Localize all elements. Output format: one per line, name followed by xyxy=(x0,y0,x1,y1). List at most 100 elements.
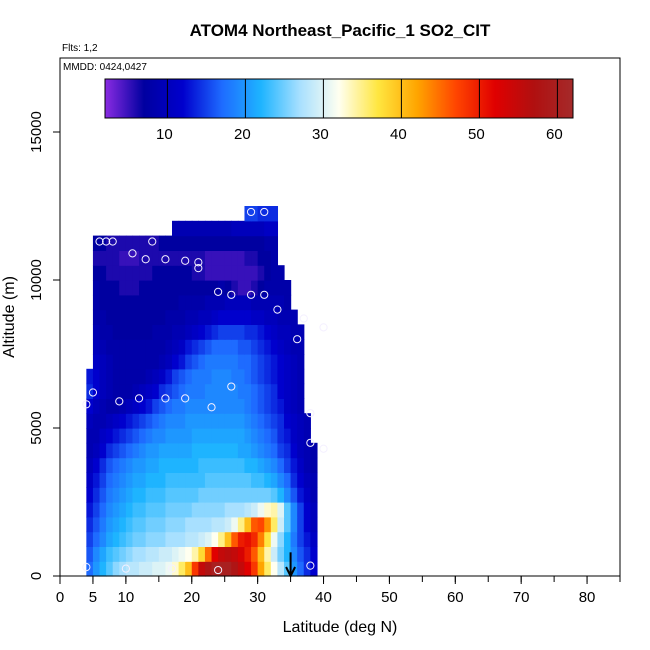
heatmap-cell xyxy=(237,309,246,325)
heatmap-cell xyxy=(211,442,219,459)
heatmap-cell xyxy=(106,280,114,296)
heatmap-cell xyxy=(244,368,252,385)
heatmap-cell xyxy=(231,413,239,429)
heatmap-cell xyxy=(106,561,114,577)
sample-point xyxy=(194,264,203,273)
heatmap-cell xyxy=(185,442,193,459)
heatmap-cell xyxy=(310,502,318,518)
heatmap-cell xyxy=(218,250,226,266)
heatmap-cell xyxy=(172,442,180,459)
heatmap-cell xyxy=(198,324,206,340)
heatmap-cell xyxy=(198,235,206,251)
heatmap-cell xyxy=(139,383,147,399)
heatmap-cell xyxy=(270,280,279,296)
heatmap-cell xyxy=(125,309,134,325)
heatmap-cells xyxy=(86,206,318,577)
heatmap-cell xyxy=(132,368,140,385)
heatmap-cell xyxy=(172,516,180,533)
heatmap-cell xyxy=(297,368,305,385)
heatmap-cell xyxy=(145,398,153,414)
heatmap-cell xyxy=(158,531,167,547)
heatmap-cell xyxy=(224,516,232,533)
heatmap-cell xyxy=(297,457,305,473)
heatmap-cell xyxy=(86,487,94,503)
heatmap-cell xyxy=(257,531,265,547)
heatmap-cell xyxy=(218,516,226,533)
heatmap-cell xyxy=(132,398,140,414)
heatmap-cell xyxy=(297,531,305,547)
heatmap-cell xyxy=(224,309,232,325)
heatmap-cell xyxy=(244,220,252,237)
heatmap-cell xyxy=(244,472,252,488)
heatmap-cell xyxy=(185,383,193,399)
heatmap-cell xyxy=(92,413,101,429)
heatmap-cell xyxy=(92,428,101,444)
heatmap-cell xyxy=(244,354,252,370)
heatmap-cell xyxy=(264,220,272,237)
heatmap-cell xyxy=(112,383,120,399)
heatmap-cell xyxy=(224,235,232,251)
heatmap-cell xyxy=(165,442,173,459)
heatmap-cell xyxy=(158,457,167,473)
heatmap-cell xyxy=(198,368,206,385)
heatmap-cell xyxy=(178,309,186,325)
heatmap-cell xyxy=(191,442,199,459)
heatmap-cell xyxy=(218,309,226,325)
heatmap-cell xyxy=(251,398,259,414)
heatmap-cell xyxy=(297,472,305,488)
heatmap-cell xyxy=(237,339,246,355)
heatmap-cell xyxy=(165,561,173,577)
heatmap-cell xyxy=(297,398,305,414)
heatmap-cell xyxy=(152,398,160,414)
heatmap-cell xyxy=(231,265,239,281)
heatmap-cell xyxy=(191,324,199,340)
heatmap-cell xyxy=(132,324,140,340)
heatmap-cell xyxy=(251,280,259,296)
heatmap-cell xyxy=(86,442,94,459)
heatmap-cell xyxy=(132,235,140,251)
heatmap-cell xyxy=(125,280,134,296)
heatmap-cell xyxy=(139,235,147,251)
heatmap-cell xyxy=(284,294,292,311)
heatmap-cell xyxy=(224,280,232,296)
heatmap-cell xyxy=(112,280,120,296)
heatmap-cell xyxy=(310,561,318,577)
heatmap-cell xyxy=(191,531,199,547)
heatmap-cell xyxy=(231,487,239,503)
heatmap-cell xyxy=(165,383,173,399)
heatmap-cell xyxy=(270,368,279,385)
heatmap-cell xyxy=(257,265,265,281)
heatmap-cell xyxy=(218,398,226,414)
heatmap-cell xyxy=(290,428,298,444)
heatmap-cell xyxy=(99,442,107,459)
heatmap-cell xyxy=(132,294,140,311)
heatmap-cell xyxy=(191,250,199,266)
heatmap-cell xyxy=(211,487,219,503)
sample-point xyxy=(88,388,98,397)
y-tick-label: 15000 xyxy=(28,111,45,153)
heatmap-cell xyxy=(218,546,226,562)
heatmap-cell xyxy=(158,502,167,518)
heatmap-cell xyxy=(237,502,246,518)
heatmap-cell xyxy=(185,428,193,444)
heatmap-cell xyxy=(92,502,101,518)
heatmap-cell xyxy=(106,354,114,370)
heatmap-cell xyxy=(303,546,311,562)
heatmap-cell xyxy=(99,413,107,429)
heatmap-cell xyxy=(218,442,226,459)
heatmap-cell xyxy=(204,472,213,488)
heatmap-cell xyxy=(277,428,285,444)
heatmap-cell xyxy=(198,265,206,281)
x-tick-label: 20 xyxy=(183,589,200,606)
heatmap-cell xyxy=(198,220,206,237)
heatmap-cell xyxy=(139,457,147,473)
heatmap-cell xyxy=(112,398,120,414)
sample-point xyxy=(167,564,177,573)
heatmap-cell xyxy=(310,457,318,473)
heatmap-cell xyxy=(99,265,107,281)
heatmap-cell xyxy=(92,398,101,414)
heatmap-cell xyxy=(198,502,206,518)
heatmap-cell xyxy=(231,442,239,459)
heatmap-cell xyxy=(132,428,140,444)
heatmap-cell xyxy=(172,324,180,340)
